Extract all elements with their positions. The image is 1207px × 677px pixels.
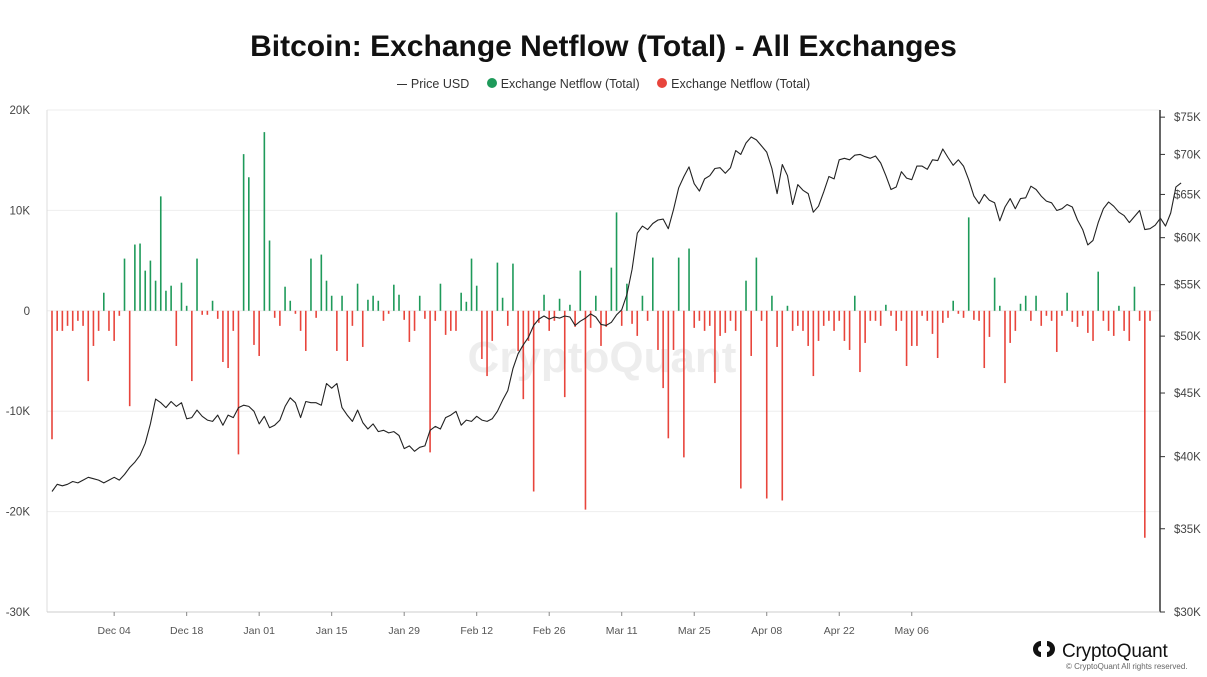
right-tick-label: $30K	[1174, 607, 1201, 619]
netflow-bars	[51, 132, 1151, 538]
left-tick-label: 20K	[10, 105, 31, 117]
x-tick-label: Dec 18	[170, 625, 203, 637]
right-tick-label: $35K	[1174, 524, 1201, 536]
right-tick-label: $65K	[1174, 189, 1201, 201]
left-tick-label: -30K	[6, 607, 31, 619]
right-tick-label: $70K	[1174, 149, 1201, 161]
legend-item-inflow[interactable]: Exchange Netflow (Total)	[486, 76, 640, 91]
legend-label-outflow: Exchange Netflow (Total)	[671, 76, 811, 91]
brand-name: CryptoQuant	[1062, 641, 1168, 663]
price-line	[51, 136, 1182, 492]
x-tick-label: Apr 22	[824, 625, 855, 637]
red-dot-icon	[657, 78, 668, 89]
chart-title: Bitcoin: Exchange Netflow (Total) - All …	[250, 30, 957, 63]
left-tick-label: -20K	[6, 507, 31, 519]
left-tick-label: -10K	[6, 406, 31, 418]
right-tick-label: $60K	[1174, 233, 1201, 245]
x-tick-label: Jan 01	[243, 625, 275, 637]
left-tick-label: 10K	[10, 205, 31, 217]
legend-item-price[interactable]: Price USD	[396, 76, 470, 91]
right-tick-label: $45K	[1174, 388, 1201, 400]
x-tick-label: Jan 15	[316, 625, 348, 637]
line-swatch-icon	[396, 83, 407, 85]
x-tick-label: Mar 11	[606, 625, 638, 637]
x-tick-label: May 06	[895, 625, 930, 637]
right-tick-label: $75K	[1174, 112, 1201, 124]
right-tick-label: $40K	[1174, 452, 1201, 464]
watermark: CryptoQuant	[468, 333, 737, 382]
x-tick-label: Jan 29	[388, 625, 420, 637]
legend-label-inflow: Exchange Netflow (Total)	[500, 76, 640, 91]
x-tick-label: Dec 04	[98, 625, 131, 637]
price-layer	[51, 136, 1182, 492]
right-tick-label: $50K	[1174, 331, 1201, 343]
copyright: © CryptoQuant All rights reserved.	[1066, 662, 1188, 671]
green-dot-icon	[486, 78, 497, 89]
cryptoquant-logo-icon	[1032, 640, 1056, 664]
x-tick-label: Mar 25	[678, 625, 711, 637]
axes: 20K 10K 0 -10K -20K -30K $75K $70K $65K $60K $55K $…	[6, 105, 1201, 637]
legend: Price USD Exchange Netflow (Total) Excha…	[0, 76, 1207, 91]
left-tick-label: 0	[24, 306, 30, 318]
legend-item-outflow[interactable]: Exchange Netflow (Total)	[657, 77, 810, 91]
brand-logo: CryptoQuant	[1032, 640, 1168, 664]
right-tick-label: $55K	[1174, 280, 1201, 292]
x-tick-label: Apr 08	[751, 625, 782, 637]
legend-label-price: Price USD	[410, 76, 470, 91]
x-tick-label: Feb 26	[533, 625, 566, 637]
x-tick-label: Feb 12	[460, 625, 493, 637]
